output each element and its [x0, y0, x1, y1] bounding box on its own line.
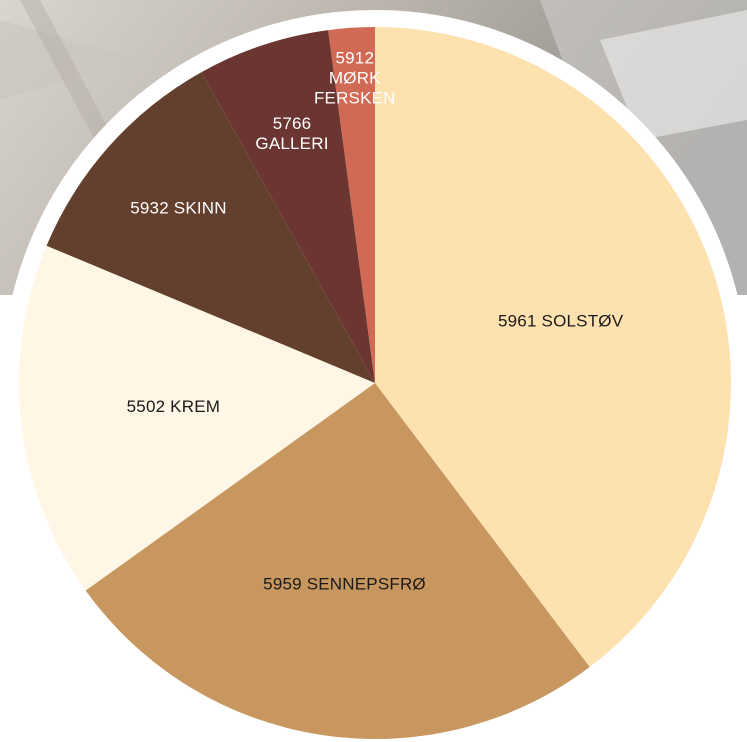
pie-slice-0 [375, 27, 732, 668]
pie-slice-4 [201, 30, 375, 383]
slice-label-0: 5961 SOLSTØV [498, 312, 624, 331]
slice-label-5: 5912 MØRK FERSKEN [314, 49, 396, 108]
pie-slice-5 [328, 27, 375, 383]
slice-label-2: 5502 KREM [127, 397, 220, 416]
slice-label-4: 5766 GALLERI [255, 114, 328, 153]
pie-slice-1 [85, 383, 590, 739]
pie-slice-2 [18, 245, 375, 591]
slice-label-1: 5959 SENNEPSFRØ [263, 575, 426, 594]
pie-slice-3 [46, 72, 375, 384]
slice-label-3: 5932 SKINN [130, 199, 227, 218]
